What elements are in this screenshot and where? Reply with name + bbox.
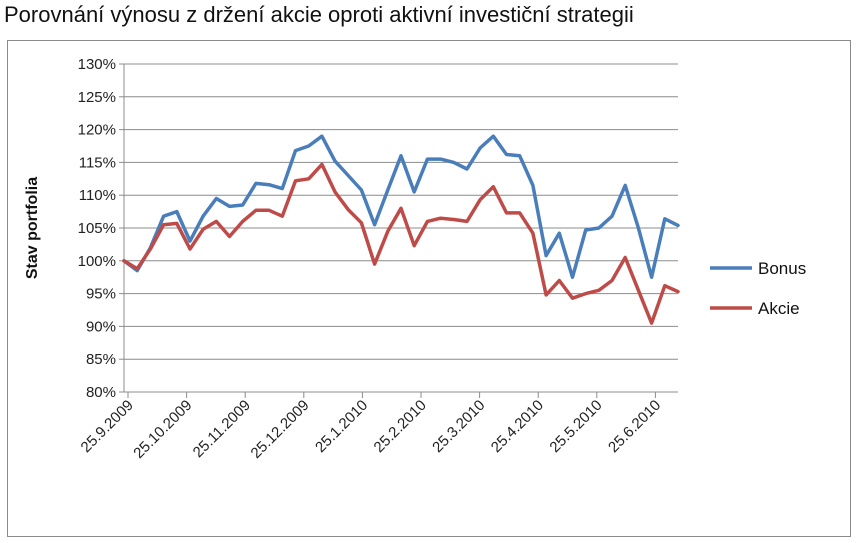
y-tick-label: 95%: [86, 286, 116, 303]
legend-label-akcie: Akcie: [758, 299, 800, 318]
series-line-akcie: [122, 162, 680, 325]
x-axis: [123, 64, 678, 393]
x-tick-label: 25.12.2009: [248, 397, 313, 462]
gridlines: [119, 63, 678, 393]
y-tick-label: 130%: [78, 56, 116, 73]
x-tick-label: 25.1.2010: [312, 397, 371, 456]
x-tick-label: 25.10.2009: [130, 397, 195, 462]
y-tick-label: 90%: [86, 318, 116, 335]
x-tick-label: 25.4.2010: [488, 397, 547, 456]
y-tick-label: 80%: [86, 384, 116, 401]
x-tick-label: 25.11.2009: [190, 397, 254, 461]
y-tick-label: 100%: [78, 253, 116, 270]
y-tick-label: 105%: [78, 220, 116, 237]
legend: Bonus Akcie: [710, 259, 806, 318]
x-tick-label: 25.5.2010: [546, 397, 605, 456]
legend-label-bonus: Bonus: [758, 259, 806, 278]
y-tick-label: 110%: [79, 187, 116, 204]
x-tick-label: 25.3.2010: [429, 397, 488, 456]
y-tick-label: 125%: [78, 89, 116, 106]
series-lines: [122, 134, 680, 325]
y-axis-label: Stav portfolia: [24, 177, 41, 279]
x-tick-label: 25.2.2010: [371, 397, 430, 456]
chart-title: Porovnání výnosu z držení akcie oproti a…: [4, 2, 634, 27]
y-tick-label: 115%: [79, 154, 116, 171]
x-tick-label: 25.9.2009: [78, 397, 137, 456]
y-tick-label: 85%: [86, 351, 116, 368]
y-tick-label: 120%: [78, 122, 116, 139]
y-axis-ticks: 80% 85% 90% 95% 100% 105% 110% 115% 120% 125% 130%: [78, 56, 116, 401]
series-line-bonus: [122, 134, 680, 279]
x-tick-label: 25.6.2010: [605, 397, 664, 456]
chart-frame: [7, 40, 851, 537]
